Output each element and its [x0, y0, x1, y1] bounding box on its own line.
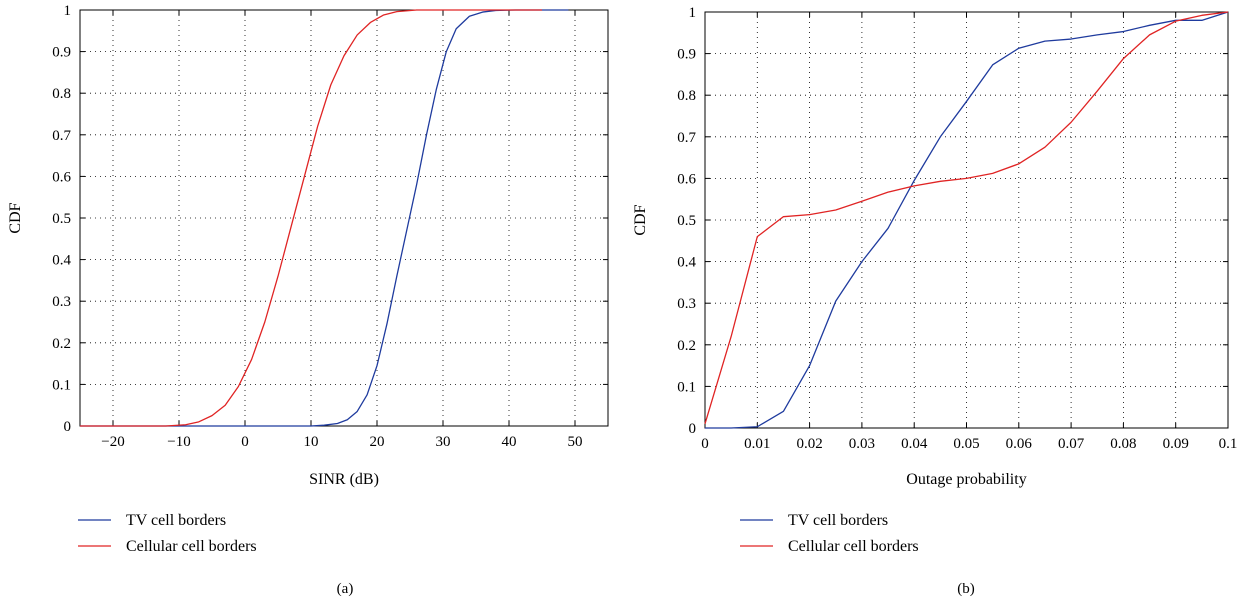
- y-tick-label: 0.5: [677, 213, 696, 229]
- x-tick-label: 0: [701, 436, 709, 452]
- x-axis-title: SINR (dB): [309, 471, 379, 488]
- x-tick-label: 30: [436, 434, 451, 450]
- y-tick-label: 0.1: [677, 379, 696, 395]
- panel-label: (b): [957, 581, 975, 597]
- x-tick-label: 0: [241, 434, 249, 450]
- series-line-tv-cell-borders: [705, 11, 1229, 429]
- plot-frame: [704, 11, 1229, 429]
- y-tick-label: 0.9: [52, 45, 71, 61]
- x-tick-label: 50: [568, 434, 583, 450]
- y-tick-label: 0.4: [52, 253, 71, 269]
- panel-label: (a): [337, 581, 354, 597]
- x-axis-title: Outage probability: [906, 471, 1026, 488]
- y-tick-label: 0: [689, 421, 697, 437]
- x-tick-label: −20: [101, 434, 124, 450]
- y-tick-label: 0.6: [52, 169, 71, 185]
- x-tick-label: 0.02: [796, 436, 822, 452]
- y-tick-label: 0.5: [52, 211, 71, 227]
- y-tick-label: 0.1: [52, 377, 71, 393]
- x-tick-label: 0.05: [953, 436, 979, 452]
- y-tick-label: 0.2: [52, 336, 71, 352]
- x-tick-label: 40: [502, 434, 517, 450]
- y-axis-title: CDF: [7, 202, 24, 233]
- legend-label-cellular-cell-borders: Cellular cell borders: [126, 538, 257, 555]
- y-tick-label: 0.8: [677, 88, 696, 104]
- y-tick-label: 0.6: [677, 171, 696, 187]
- y-tick-label: 0.7: [52, 128, 71, 144]
- legend-label-cellular-cell-borders: Cellular cell borders: [788, 538, 919, 555]
- y-tick-label: 0.3: [677, 296, 696, 312]
- y-tick-label: 0.8: [52, 86, 71, 102]
- legend-label-tv-cell-borders: TV cell borders: [788, 512, 888, 529]
- series-line-tv-cell-borders: [80, 9, 569, 427]
- y-tick-label: 0.7: [677, 130, 696, 146]
- y-tick-label: 0.2: [677, 338, 696, 354]
- x-tick-label: 0.08: [1110, 436, 1136, 452]
- x-tick-label: −10: [167, 434, 190, 450]
- chart-panel-a: −20 −10 0 10 20 30 40 50 0 0.1 0.2 0.3 0.4 0.5 0.6 0.7 0…: [7, 3, 609, 597]
- x-tick-label: 0.03: [849, 436, 875, 452]
- series-line-cellular-cell-borders: [80, 9, 542, 427]
- y-tick-label: 0.3: [52, 294, 71, 310]
- x-tick-label: 20: [370, 434, 385, 450]
- y-axis-title: CDF: [632, 204, 649, 235]
- y-tick-label: 0.9: [677, 47, 696, 63]
- chart-panel-b: 0 0.01 0.02 0.03 0.04 0.05 0.06 0.07 0.08 0.09 0.1…: [632, 5, 1237, 597]
- x-tick-label: 0.01: [744, 436, 770, 452]
- y-tick-label: 0.4: [677, 255, 696, 271]
- y-tick-label: 0: [64, 419, 72, 435]
- x-tick-label: 10: [304, 434, 319, 450]
- x-tick-label: 0.07: [1058, 436, 1085, 452]
- x-tick-label: 0.09: [1163, 436, 1189, 452]
- x-tick-label: 0.1: [1219, 436, 1238, 452]
- plot-frame: [79, 9, 609, 427]
- series-line-cellular-cell-borders: [704, 11, 1229, 425]
- y-tick-label: 1: [64, 3, 72, 19]
- x-tick-label: 0.04: [901, 436, 928, 452]
- y-tick-label: 1: [689, 5, 697, 21]
- x-tick-label: 0.06: [1006, 436, 1033, 452]
- legend-label-tv-cell-borders: TV cell borders: [126, 512, 226, 529]
